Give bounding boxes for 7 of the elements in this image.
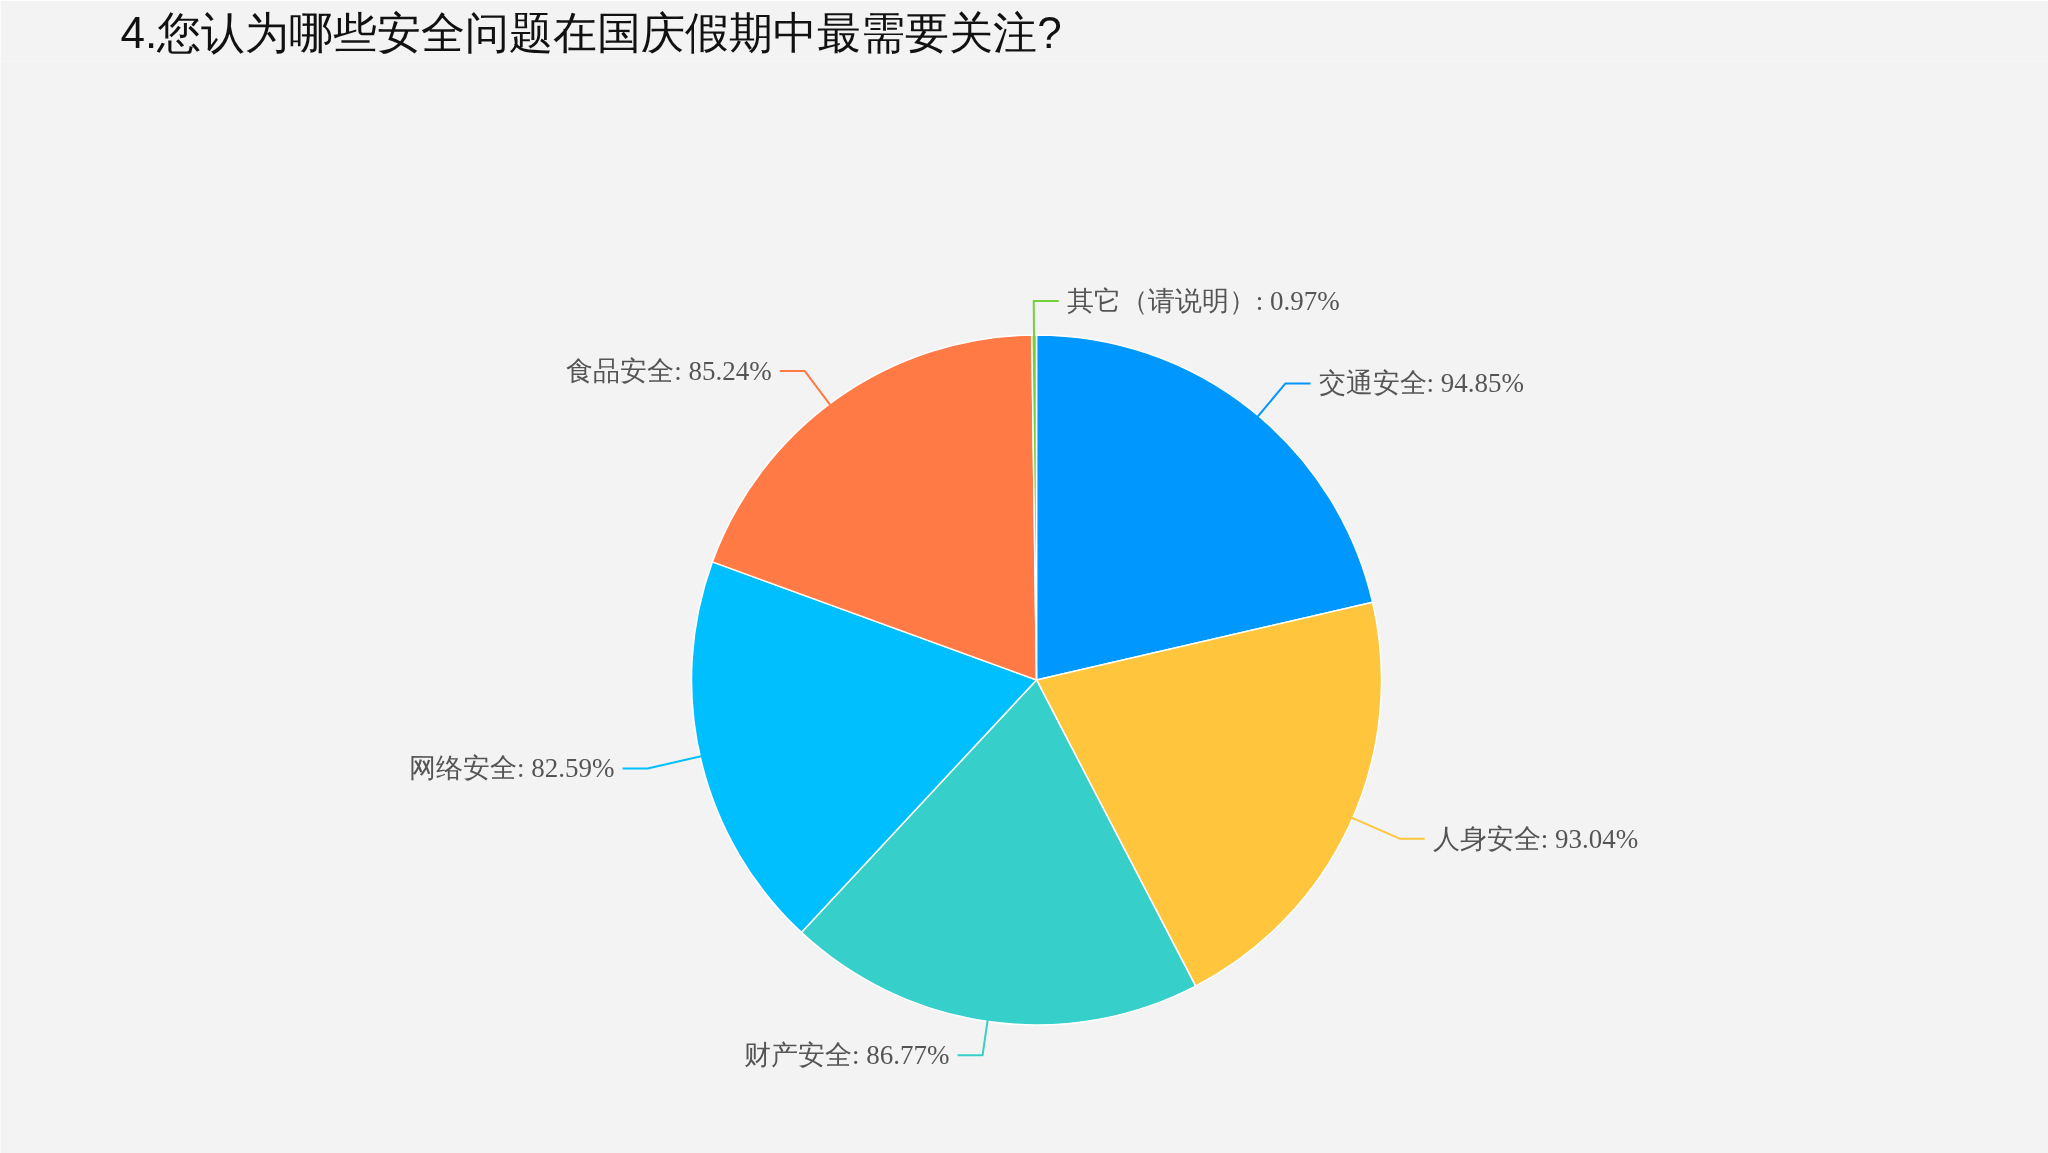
slice-label: 食品安全: 85.24% xyxy=(566,356,772,387)
chart-title: 4.您认为哪些安全问题在国庆假期中最需要关注? xyxy=(120,7,1062,57)
slice-label: 财产安全: 86.77% xyxy=(744,1040,950,1071)
slice-label: 其它（请说明）: 0.97% xyxy=(1066,286,1340,317)
slice-label: 人身安全: 93.04% xyxy=(1432,823,1639,854)
slice-label: 网络安全: 82.59% xyxy=(409,753,615,784)
slice-label: 交通安全: 94.85% xyxy=(1318,368,1524,399)
